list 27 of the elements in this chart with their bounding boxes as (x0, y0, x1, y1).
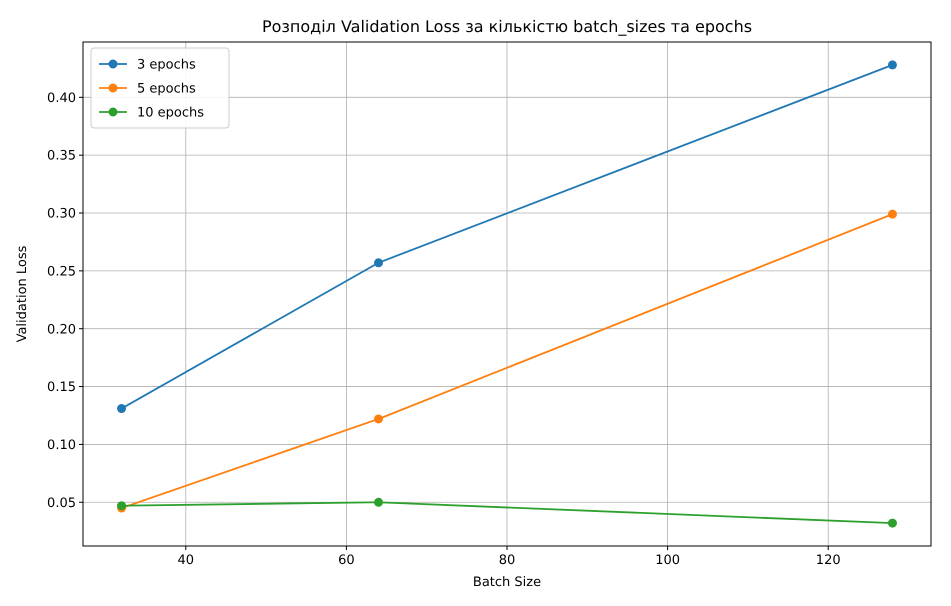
point (117, 404, 126, 414)
y-tick-label: 0.40 (47, 90, 76, 106)
point (374, 258, 384, 268)
legend-label: 10 epochs (137, 106, 204, 121)
legend-label: 5 epochs (137, 82, 196, 97)
point (888, 210, 897, 219)
x-tick-label: 120 (816, 553, 841, 568)
y-axis-title: Validation Loss (15, 245, 30, 342)
point (117, 501, 126, 510)
chart-title: Розподіл Validation Loss за кількістю batch_sizes та epochs (262, 17, 752, 36)
x-tick-label: 60 (338, 553, 355, 568)
point (374, 414, 384, 424)
y-tick-label: 0.20 (47, 322, 76, 338)
y-tick-label: 0.15 (47, 380, 76, 396)
y-tick-label: 0.10 (47, 438, 76, 453)
x-tick-label: 40 (178, 553, 194, 568)
point (374, 498, 384, 507)
x-axis-title: Batch Size (472, 575, 542, 590)
y-tick-label: 0.35 (47, 148, 76, 164)
point (888, 518, 897, 528)
x-tick-label: 100 (655, 553, 680, 568)
y-tick-label: 0.25 (47, 264, 76, 280)
x-tick-label: 80 (498, 553, 516, 568)
legend-label: 3 epochs (137, 58, 196, 73)
point (888, 60, 897, 70)
y-tick-label: 0.05 (47, 496, 76, 511)
y-tick-label: 0.30 (47, 206, 76, 222)
